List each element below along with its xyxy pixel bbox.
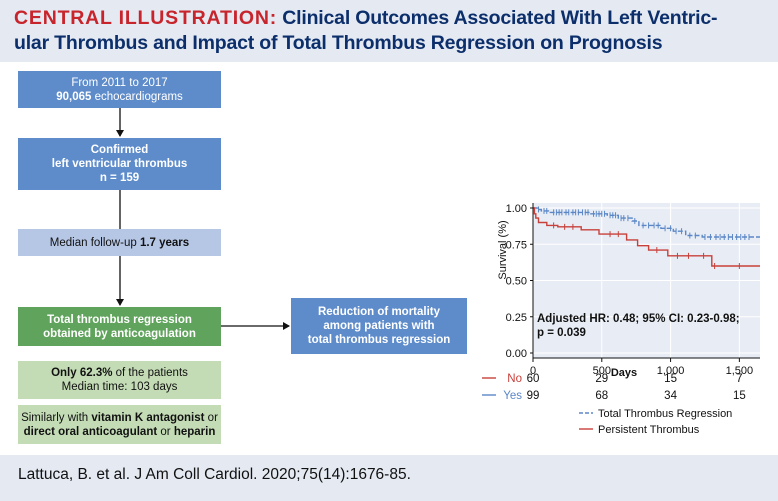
box3-line: Median follow-up 1.7 years [50,236,189,250]
flow-box-thrombus-regression: Total thrombus regression obtained by an… [18,307,221,346]
box2-line2: left ventricular thrombus [51,158,188,170]
flow-box-confirmed-thrombus: Confirmed left ventricular thrombus n = … [18,138,221,190]
survival-curve-1 [533,207,760,267]
flow-box-patient-share: Only 62.3% of the patients Median time: … [18,361,221,399]
box1-line2: 90,065 echocardiograms [56,90,183,104]
box5-suffix: of the patients [112,367,188,379]
box4-line1: Total thrombus regression [47,313,192,326]
chart-curves [533,206,760,269]
header-banner: CENTRAL ILLUSTRATION: Clinical Outcomes … [0,0,778,62]
hr-annotation-line1: Adjusted HR: 0.48; 95% CI: 0.23-0.98; [537,313,740,325]
box6-bold3: heparin [173,425,216,438]
flow-box-anticoagulants: Similarly with vitamin K antagonist or d… [18,405,221,444]
central-illustration-title: CENTRAL ILLUSTRATION: Clinical Outcomes … [14,6,772,56]
legend-label-0: Total Thrombus Regression [598,408,732,420]
footer-bar: Lattuca, B. et al. J Am Coll Cardiol. 20… [0,455,778,501]
x-tick-label-2: 1,000 [657,365,685,377]
box6-line2: direct oral anticoagulant or heparin [24,425,216,439]
box6-or1: or [204,411,218,424]
risk-value-1-0: 99 [527,390,540,402]
risk-value-0-3: 7 [736,373,742,385]
x-tick-label-3: 1,500 [726,365,754,377]
risk-value-1-2: 34 [664,390,677,402]
box1-line1: From 2011 to 2017 [71,76,168,89]
y-tick-label-2: 0.50 [506,276,527,288]
risk-row-label-0: No [507,373,522,385]
box5-line1: Only 62.3% of the patients [51,366,188,380]
flow-arrows [116,108,290,330]
box1-count: 90,065 [56,90,92,103]
legend-label-1: Persistent Thrombus [598,424,700,436]
risk-value-1-1: 68 [595,390,608,402]
flow-box-follow-up: Median follow-up 1.7 years [18,229,221,256]
box5-prefix: Only [51,367,80,379]
hr-annotation-line2: p = 0.039 [537,327,586,339]
survival-curve-0 [533,207,760,238]
box4-line2: obtained by anticoagulation [43,327,196,340]
box3-prefix: Median follow-up [49,236,140,249]
box7-line2: among patients with [323,320,435,332]
box6-prefix: Similarly with [21,411,92,424]
y-axis-label: Survival (%) [497,220,509,279]
box7-line1: Reduction of mortality [317,306,441,318]
box7-line3: total thrombus regression [307,334,451,346]
box1-rest: echocardiograms [91,90,183,103]
box3-bold: 1.7 years [139,236,190,249]
citation: Lattuca, B. et al. J Am Coll Cardiol. 20… [18,466,411,483]
box5-bold: 62.3% [79,367,113,379]
y-tick-label-3: 0.75 [506,239,527,251]
y-tick-label-4: 1.00 [506,203,527,215]
risk-value-0-0: 60 [527,373,540,385]
title-line-1: Clinical Outcomes Associated With Left V… [282,7,718,29]
box6-bold1: vitamin K antagonist [91,411,205,424]
chart-axes: 0.00 0.25 0.50 0.75 1.00 0 500 1,000 1,500 [506,203,760,377]
box2-line3: n = 159 [99,172,140,184]
box2-line1: Confirmed [90,144,149,156]
box6-or2: or [157,425,174,438]
chart-legend: Total Thrombus Regression Persistent Thro… [579,408,732,436]
box5-line2: Median time: 103 days [61,381,178,393]
risk-value-0-1: 29 [595,373,608,385]
kaplan-meier-chart: 0.00 0.25 0.50 0.75 1.00 0 500 1,000 1,500 Survi… [482,203,760,436]
risk-row-label-1: Yes [503,390,522,402]
y-tick-label-1: 0.25 [506,312,527,324]
flow-box-echocardiograms: From 2011 to 2017 90,065 echocardiograms [18,71,221,108]
box6-bold2: direct oral anticoagulant [23,425,158,438]
risk-table: No 60 29 15 7 Yes 99 68 34 15 [482,373,746,402]
main-panel: From 2011 to 2017 90,065 echocardiograms… [0,62,778,455]
x-axis-label: Days [611,367,637,379]
flow-box-mortality-reduction: Reduction of mortality among patients wi… [291,298,467,354]
x-tick-label-0: 0 [530,365,536,377]
risk-value-0-2: 15 [664,373,677,385]
x-tick-label-1: 500 [593,365,611,377]
central-illustration-label: CENTRAL ILLUSTRATION: [14,7,278,29]
y-tick-label-0: 0.00 [506,348,527,360]
risk-value-1-3: 15 [733,390,746,402]
title-line-2: ular Thrombus and Impact of Total Thromb… [14,32,663,54]
box6-line1: Similarly with vitamin K antagonist or [21,411,218,425]
